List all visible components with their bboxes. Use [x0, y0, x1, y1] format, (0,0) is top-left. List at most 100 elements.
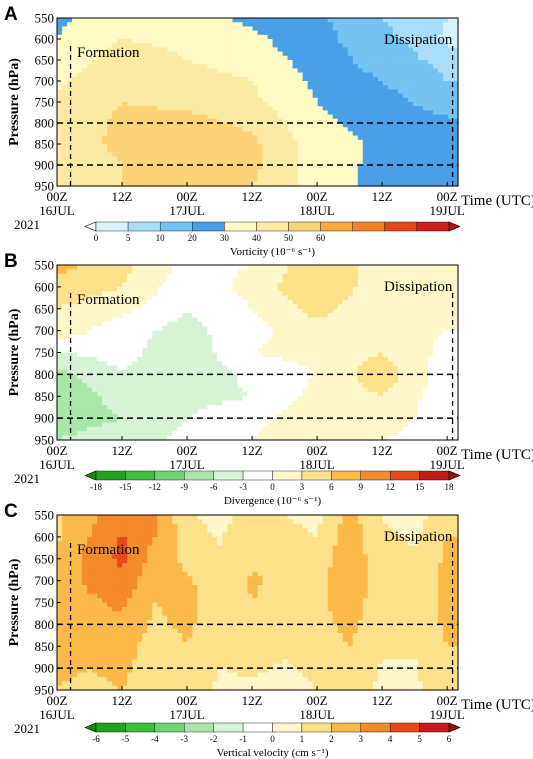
field-cell — [267, 102, 274, 107]
field-cell — [142, 93, 148, 99]
field-cell — [372, 55, 379, 61]
field-cell — [77, 356, 83, 362]
field-cell — [167, 76, 173, 82]
field-cell — [62, 135, 68, 141]
field-cell — [302, 265, 309, 270]
field-cell — [187, 321, 193, 327]
field-cell — [277, 339, 284, 345]
field-cell — [167, 273, 173, 279]
field-cell — [212, 321, 218, 327]
field-cell — [92, 265, 98, 270]
field-cell — [412, 93, 419, 99]
field-cell — [237, 34, 244, 40]
field-cell — [432, 135, 439, 141]
field-cell — [127, 291, 133, 297]
field-cell — [227, 177, 234, 183]
field-cell — [142, 291, 148, 297]
field-cell — [372, 265, 379, 270]
field-cell — [72, 148, 78, 153]
field-cell — [177, 156, 183, 162]
field-cell — [302, 89, 309, 95]
field-cell — [62, 148, 68, 153]
field-cell — [362, 160, 369, 166]
field-cell — [167, 30, 173, 36]
field-cell — [442, 165, 449, 170]
field-cell — [422, 135, 429, 141]
field-cell — [407, 300, 414, 305]
field-cell — [107, 308, 113, 314]
field-cell — [122, 51, 128, 57]
field-cell — [87, 181, 93, 187]
field-cell — [422, 278, 429, 284]
field-cell — [132, 273, 138, 279]
field-cell — [307, 85, 314, 90]
field-cell — [377, 348, 384, 354]
field-cell — [122, 123, 128, 128]
field-cell — [107, 93, 113, 99]
field-cell — [92, 22, 98, 27]
field-cell — [327, 97, 334, 103]
field-cell — [327, 93, 334, 99]
field-cell — [232, 76, 239, 82]
field-cell — [232, 139, 239, 145]
field-cell — [112, 43, 118, 48]
field-cell — [212, 265, 218, 270]
field-cell — [97, 352, 103, 358]
field-cell — [117, 269, 123, 275]
field-cell — [312, 55, 319, 61]
field-cell — [447, 81, 454, 86]
field-cell — [307, 348, 314, 354]
field-cell — [447, 39, 454, 44]
field-cell — [57, 64, 63, 69]
field-cell — [252, 286, 259, 292]
field-cell — [302, 181, 309, 187]
field-cell — [382, 286, 389, 292]
field-cell — [117, 291, 123, 297]
field-cell — [172, 160, 178, 166]
field-cell — [362, 304, 369, 310]
field-cell — [247, 81, 254, 86]
field-cell — [192, 152, 198, 158]
field-cell — [397, 39, 404, 44]
field-cell — [212, 68, 218, 74]
field-cell — [92, 97, 98, 103]
field-cell — [357, 102, 364, 107]
field-cell — [397, 352, 404, 358]
field-cell — [157, 22, 163, 27]
field-cell — [202, 152, 208, 158]
field-cell — [352, 85, 359, 90]
field-cell — [257, 72, 264, 78]
field-cell — [397, 60, 404, 65]
field-cell — [127, 317, 133, 323]
field-cell — [357, 114, 364, 120]
field-cell — [67, 34, 73, 40]
field-cell — [157, 114, 163, 120]
field-cell — [392, 64, 399, 69]
field-cell — [207, 72, 213, 78]
field-cell — [297, 169, 304, 174]
field-cell — [377, 51, 384, 57]
field-cell — [82, 102, 88, 107]
field-cell — [287, 339, 294, 345]
field-cell — [382, 265, 389, 270]
field-cell — [147, 64, 153, 69]
field-cell — [137, 55, 143, 61]
field-cell — [172, 118, 178, 124]
field-cell — [192, 156, 198, 162]
field-cell — [187, 139, 193, 145]
field-cell — [72, 30, 78, 36]
field-cell — [337, 68, 344, 74]
field-cell — [207, 273, 213, 279]
field-cell — [187, 93, 193, 99]
field-cell — [247, 47, 254, 53]
field-cell — [172, 300, 178, 305]
field-cell — [82, 114, 88, 120]
field-cell — [437, 321, 444, 327]
field-cell — [72, 47, 78, 53]
field-cell — [192, 55, 198, 61]
field-cell — [327, 22, 334, 27]
field-cell — [442, 304, 449, 310]
field-cell — [167, 135, 173, 141]
field-cell — [117, 352, 123, 358]
field-cell — [412, 102, 419, 107]
